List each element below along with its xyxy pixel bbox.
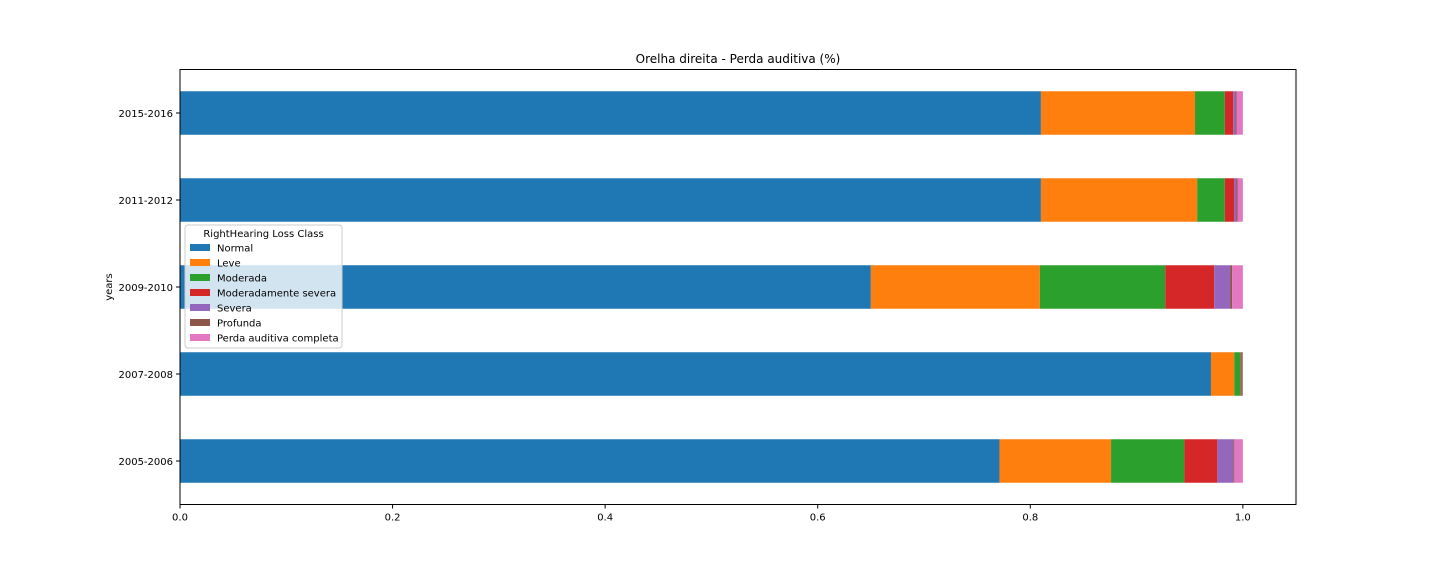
bar-2009-2010-profunda	[1230, 265, 1233, 309]
legend-label: Moderada	[217, 274, 267, 285]
bar-2015-2016-moderadamente-severa	[1224, 91, 1234, 135]
legend-swatch	[190, 289, 210, 296]
bar-2015-2016-perda-auditiva-completa	[1236, 91, 1243, 135]
bars-group	[180, 91, 1243, 483]
y-tick-label: 2015-2016	[118, 109, 173, 120]
x-tick-label: 1.0	[1235, 513, 1251, 524]
bar-2009-2010-moderada	[1039, 265, 1166, 309]
bar-2005-2006-moderada	[1111, 439, 1185, 483]
legend-box	[184, 224, 343, 349]
bar-2011-2012-normal	[180, 178, 1041, 222]
bar-2011-2012-profunda	[1236, 178, 1238, 222]
x-tick-label: 0.4	[597, 513, 613, 524]
legend-swatch	[190, 259, 210, 266]
x-axis-ticks: 0.0 0.2 0.4 0.6 0.8 1.0	[172, 504, 1251, 524]
bar-2015-2016-severa	[1233, 91, 1236, 135]
bar-2015-2016-profunda	[1235, 91, 1237, 135]
legend-label: Moderadamente severa	[217, 289, 336, 300]
bar-2007-2008-normal	[180, 352, 1211, 396]
y-axis-ticks: 2005-2006 2007-2008 2009-2010 2011-2012 2015…	[118, 109, 180, 468]
legend-swatch	[190, 334, 210, 341]
bar-2005-2006-normal	[180, 439, 1000, 483]
bar-2011-2012-severa	[1234, 178, 1237, 222]
bar-2009-2010-severa	[1214, 265, 1231, 309]
legend-label: Perda auditiva completa	[217, 334, 339, 345]
bar-2015-2016-leve	[1040, 91, 1196, 135]
bar-2011-2012-leve	[1040, 178, 1198, 222]
bar-2005-2006-moderadamente-severa	[1184, 439, 1218, 483]
legend-swatch	[190, 304, 210, 311]
legend-swatch	[190, 319, 210, 326]
legend-label: Normal	[217, 244, 253, 255]
x-tick-label: 0.8	[1022, 513, 1038, 524]
bar-2007-2008-severa	[1241, 352, 1243, 396]
legend-title: RightHearing Loss Class	[203, 229, 323, 240]
bar-2009-2010-perda-auditiva-completa	[1232, 265, 1243, 309]
bar-2009-2010-moderadamente-severa	[1165, 265, 1215, 309]
bar-2009-2010-leve	[870, 265, 1040, 309]
x-tick-label: 0.2	[385, 513, 401, 524]
chart-title: Orelha direita - Perda auditiva (%)	[636, 52, 841, 66]
x-tick-label: 0.0	[172, 513, 188, 524]
bar-2005-2006-perda-auditiva-completa	[1234, 439, 1243, 483]
legend-label: Profunda	[217, 319, 262, 330]
bar-2007-2008-leve	[1210, 352, 1235, 396]
bar-2005-2006-leve	[999, 439, 1112, 483]
bar-2015-2016-normal	[180, 91, 1041, 135]
bar-2007-2008-moderada	[1234, 352, 1241, 396]
bar-2007-2008-profunda	[1242, 352, 1243, 396]
bar-2015-2016-moderada	[1195, 91, 1225, 135]
bar-2005-2006-profunda	[1233, 439, 1235, 483]
legend-label: Severa	[217, 304, 252, 315]
y-tick-label: 2009-2010	[118, 283, 173, 294]
bar-2011-2012-moderada	[1197, 178, 1225, 222]
bar-2011-2012-perda-auditiva-completa	[1237, 178, 1243, 222]
y-tick-label: 2007-2008	[118, 370, 173, 381]
legend-label: Leve	[217, 259, 241, 270]
legend-swatch	[190, 274, 210, 281]
bar-2005-2006-severa	[1217, 439, 1234, 483]
y-axis-label: years	[104, 273, 115, 301]
y-tick-label: 2011-2012	[118, 196, 173, 207]
y-tick-label: 2005-2006	[118, 457, 173, 468]
legend-swatch	[190, 244, 210, 251]
bar-2007-2008-moderadamente-severa	[1240, 352, 1242, 396]
bar-2011-2012-moderadamente-severa	[1224, 178, 1235, 222]
x-tick-label: 0.6	[810, 513, 826, 524]
legend: RightHearing Loss Class Normal Leve Moderad…	[184, 224, 343, 349]
